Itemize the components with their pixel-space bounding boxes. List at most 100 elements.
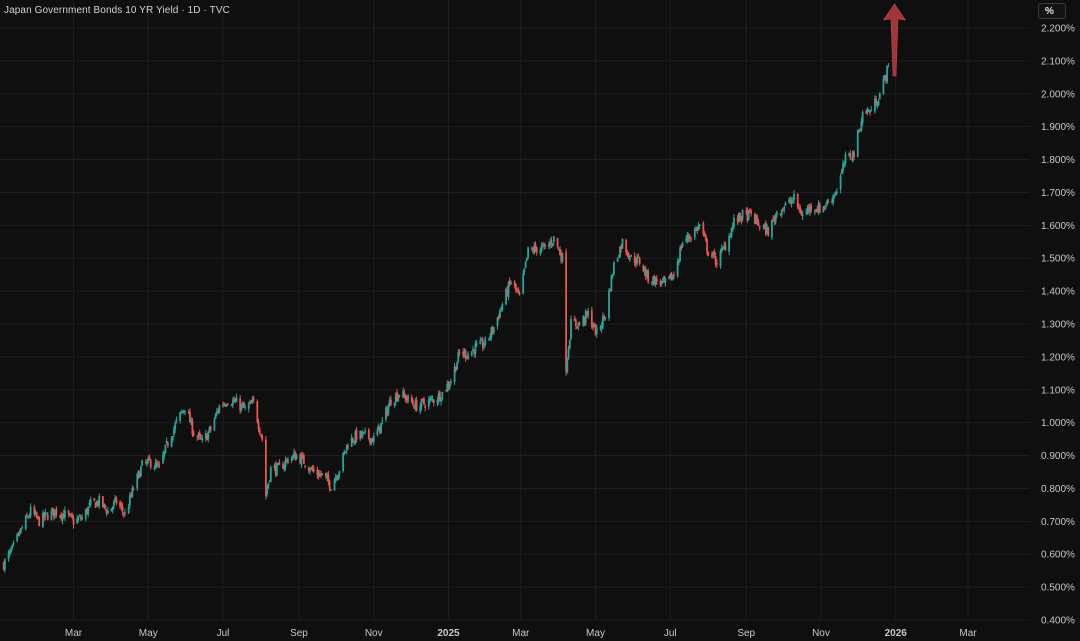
candle-body (517, 289, 520, 292)
candle-body (831, 201, 833, 203)
candle-body (849, 153, 852, 159)
candle-body (865, 110, 868, 114)
candle-body (741, 209, 744, 220)
candle-body (690, 238, 692, 240)
x-tick-label: Sep (290, 628, 308, 639)
candle-body (764, 222, 767, 235)
candle-body (44, 512, 47, 517)
candle-body (654, 277, 657, 285)
candle-body (530, 248, 533, 250)
candle-body (351, 438, 354, 442)
candle-body (663, 276, 666, 282)
candle-body (104, 505, 107, 509)
candle-body (552, 236, 555, 242)
candle-body (231, 400, 234, 406)
candle-body (180, 411, 183, 413)
candle-body (539, 249, 542, 254)
candle-body (27, 517, 30, 519)
candle-body (166, 442, 169, 446)
candle-body (283, 465, 286, 470)
candle-body (575, 320, 577, 326)
candle-body (756, 215, 759, 223)
candle-body (378, 426, 381, 433)
candle-body (782, 208, 784, 211)
unit-toggle-button[interactable]: % (1038, 3, 1066, 19)
candle-body (76, 518, 79, 524)
candle-body (130, 495, 133, 497)
candle-body (284, 460, 287, 467)
candle-body (353, 441, 356, 444)
candle-body (578, 323, 581, 325)
candle-body (41, 512, 44, 528)
candle-body (276, 463, 278, 476)
candle-body (244, 406, 246, 408)
candle-body (462, 351, 465, 356)
candle-body (77, 517, 80, 520)
candle-body (731, 225, 734, 230)
candle-body (394, 393, 397, 403)
candle-body (218, 405, 221, 413)
candle-body (269, 466, 272, 482)
candle-body (473, 349, 476, 355)
y-tick-label: 2.100% (1041, 56, 1075, 67)
candle-body (626, 252, 629, 255)
candle-body (848, 153, 851, 156)
candle-body (376, 430, 379, 436)
candle-body (518, 292, 521, 295)
candle-body (688, 237, 691, 239)
candle-body (423, 398, 425, 405)
candle-body (68, 514, 71, 516)
x-axis[interactable]: Mar May Jul Sep Nov 2025 Mar May Jul Sep Nov 2026 Ma… (65, 628, 977, 639)
y-tick-label: 0.600% (1041, 550, 1075, 561)
candle-body (470, 351, 473, 356)
candle-body (389, 399, 392, 405)
candle-body (550, 240, 553, 245)
candle-body (505, 288, 507, 305)
candle-body (673, 274, 675, 276)
candle-body (274, 464, 277, 475)
candle-body (437, 393, 440, 402)
candle-body (780, 209, 783, 216)
candle-body (200, 436, 202, 439)
candle-body (870, 109, 873, 112)
candle-body (268, 480, 271, 482)
candle-body (140, 466, 142, 477)
candle-body (60, 514, 63, 519)
candle-body (883, 75, 886, 78)
candle-body (249, 401, 251, 404)
candle-body (326, 476, 329, 479)
candle-body (102, 496, 104, 508)
candle-body (747, 210, 750, 220)
candle-body (50, 510, 53, 520)
candle-body (282, 464, 284, 469)
candle-body (132, 489, 135, 491)
candle-body (853, 152, 855, 157)
candle-body (158, 464, 161, 466)
candle-body (491, 327, 494, 333)
candle-body (636, 256, 639, 264)
x-tick-label: Jul (217, 628, 230, 639)
candle-body (799, 206, 802, 214)
candle-body (257, 421, 260, 429)
candle-body (793, 193, 795, 201)
candle-body (119, 502, 121, 507)
candle-body (440, 399, 443, 402)
candle-body (809, 204, 811, 213)
candle-body (217, 411, 220, 413)
annotation-layer (882, 3, 907, 77)
candle-body (619, 246, 621, 258)
candle-body (499, 310, 501, 319)
y-tick-label: 1.000% (1041, 418, 1075, 429)
candle-body (774, 215, 777, 223)
candle-body (320, 473, 322, 476)
candle-body (548, 243, 550, 247)
y-tick-label: 1.800% (1041, 155, 1075, 166)
candle-body (35, 512, 38, 518)
candle-body (427, 399, 430, 407)
candle-body (783, 206, 786, 210)
y-axis[interactable]: 2.200% 2.100% 2.000% 1.900% 1.800% 1.700% 1.60… (1041, 24, 1075, 627)
candle-body (173, 428, 175, 436)
candle-body (525, 257, 528, 261)
